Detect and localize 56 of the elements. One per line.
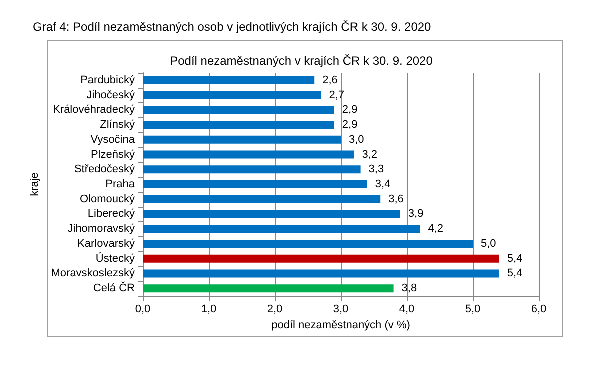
x-tick-label: 5,0 <box>465 304 481 316</box>
bar <box>143 210 400 218</box>
x-tick-label: 4,0 <box>399 304 415 316</box>
y-tick-label: Plzeňský <box>90 148 136 161</box>
data-label: 2,6 <box>322 74 338 86</box>
data-label: 2,9 <box>342 119 358 132</box>
bar <box>143 121 334 130</box>
data-label: 3,4 <box>375 178 391 190</box>
bar <box>143 284 394 293</box>
x-axis-title: podíl nezaměstnaných (v %) <box>272 319 410 332</box>
bar <box>143 91 322 100</box>
data-label: 3,2 <box>362 148 378 161</box>
data-label: 5,0 <box>481 238 496 250</box>
y-tick-label: Vysočina <box>90 134 136 146</box>
x-tick-label: 2,0 <box>267 304 283 316</box>
bar <box>143 76 315 84</box>
x-tick-label: 3,0 <box>333 304 349 316</box>
y-tick-label: Zlínský <box>100 119 136 132</box>
x-tick-label: 1,0 <box>201 304 217 316</box>
data-label: 3,8 <box>402 282 418 295</box>
data-label: 4,2 <box>428 223 444 236</box>
y-tick-label: Ústecký <box>96 252 136 265</box>
data-label: 3,3 <box>368 164 384 176</box>
data-label: 3,6 <box>388 193 404 206</box>
bar <box>143 150 354 159</box>
bar <box>143 106 334 114</box>
data-label: 5,4 <box>507 268 523 280</box>
y-tick-label: Moravskoslezský <box>51 268 136 280</box>
y-tick-label: Praha <box>106 178 136 190</box>
y-tick-label: Královéhradecký <box>53 104 136 116</box>
y-tick-label: Jihočeský <box>86 89 136 102</box>
bar <box>143 225 420 234</box>
bar <box>143 270 500 278</box>
x-tick-label: 6,0 <box>531 304 547 316</box>
y-tick-label: Olomoucký <box>80 193 136 206</box>
y-axis-title: kraje <box>28 172 41 196</box>
y-tick-label: Středočeský <box>74 164 136 176</box>
data-label: 3,0 <box>349 134 364 146</box>
y-tick-label: Jihomoravský <box>68 223 136 236</box>
data-label: 2,7 <box>329 89 344 102</box>
data-label: 3,9 <box>408 208 424 220</box>
chart-title: Graf 4: Podíl nezaměstnaných osob v jednotlivých krajích ČR k 30. 9. 2020 <box>33 20 432 34</box>
bar <box>143 136 341 144</box>
chart-subtitle: Podíl nezaměstnaných v krajích ČR k 30. 9. 2020 <box>170 54 434 68</box>
bar <box>143 240 473 248</box>
data-label: 5,4 <box>507 252 523 265</box>
x-tick-label: 0,0 <box>135 304 151 316</box>
y-tick-label: Celá ČR <box>93 282 136 295</box>
y-tick-label: Pardubický <box>80 74 136 86</box>
y-tick-label: Karlovarský <box>78 238 136 250</box>
bar <box>143 166 361 174</box>
bar <box>143 254 500 263</box>
bar <box>143 180 368 188</box>
bar <box>143 195 381 204</box>
y-tick-label: Liberecký <box>88 208 136 220</box>
data-label: 2,9 <box>342 104 358 116</box>
